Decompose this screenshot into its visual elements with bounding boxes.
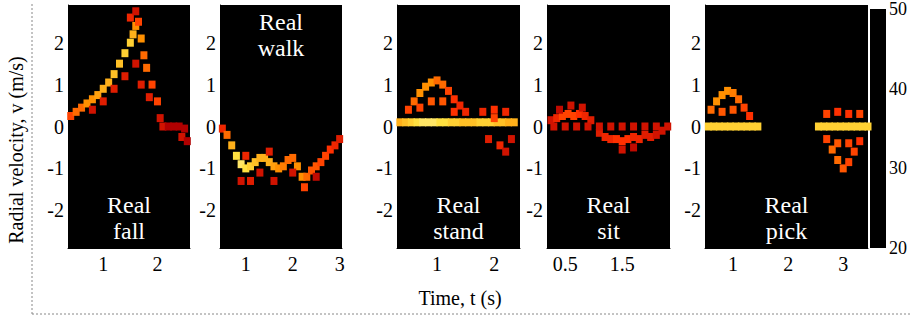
svg-text:stand: stand	[433, 218, 484, 244]
svg-text:2: 2	[533, 32, 543, 54]
svg-text:walk: walk	[258, 35, 305, 61]
svg-text:1: 1	[383, 74, 393, 96]
svg-text:1: 1	[533, 74, 543, 96]
svg-text:pick: pick	[766, 218, 807, 244]
svg-text:1.5: 1.5	[610, 253, 635, 275]
svg-text:2: 2	[206, 32, 216, 54]
svg-text:2: 2	[489, 253, 499, 275]
svg-text:3: 3	[838, 253, 848, 275]
svg-text:-2: -2	[47, 199, 64, 221]
svg-text:2: 2	[383, 32, 393, 54]
svg-text:-2: -2	[376, 199, 393, 221]
svg-text:-2: -2	[526, 199, 543, 221]
svg-text:1: 1	[728, 253, 738, 275]
svg-text:1: 1	[432, 253, 442, 275]
svg-text:0: 0	[383, 116, 393, 138]
svg-text:3: 3	[335, 253, 345, 275]
svg-text:Real: Real	[437, 192, 481, 218]
svg-text:Real: Real	[765, 192, 809, 218]
svg-text:2: 2	[288, 253, 298, 275]
svg-text:2: 2	[152, 253, 162, 275]
svg-text:-1: -1	[684, 157, 701, 179]
svg-text:-1: -1	[199, 157, 216, 179]
svg-text:2: 2	[691, 32, 701, 54]
svg-text:2: 2	[783, 253, 793, 275]
svg-text:1: 1	[206, 74, 216, 96]
svg-text:-1: -1	[376, 157, 393, 179]
svg-text:Real: Real	[259, 9, 303, 35]
svg-text:Time, t (s): Time, t (s)	[418, 287, 501, 310]
svg-text:0.5: 0.5	[553, 253, 578, 275]
svg-text:-2: -2	[199, 199, 216, 221]
svg-text:1: 1	[691, 74, 701, 96]
svg-text:20: 20	[889, 238, 907, 258]
svg-text:0: 0	[533, 116, 543, 138]
svg-text:-1: -1	[526, 157, 543, 179]
svg-text:0: 0	[691, 116, 701, 138]
svg-text:30: 30	[889, 158, 907, 178]
svg-text:40: 40	[889, 79, 907, 99]
svg-text:2: 2	[54, 32, 64, 54]
svg-text:sit: sit	[597, 218, 620, 244]
svg-text:-1: -1	[47, 157, 64, 179]
svg-text:fall: fall	[113, 218, 145, 244]
svg-text:1: 1	[241, 253, 251, 275]
svg-text:0: 0	[54, 116, 64, 138]
svg-text:Real: Real	[587, 192, 631, 218]
svg-text:0: 0	[206, 116, 216, 138]
svg-text:1: 1	[54, 74, 64, 96]
svg-text:-2: -2	[684, 199, 701, 221]
svg-text:Real: Real	[107, 192, 151, 218]
svg-text:Radial velocity, v (m/s): Radial velocity, v (m/s)	[5, 56, 28, 244]
svg-text:50: 50	[889, 0, 907, 19]
svg-text:1: 1	[98, 253, 108, 275]
